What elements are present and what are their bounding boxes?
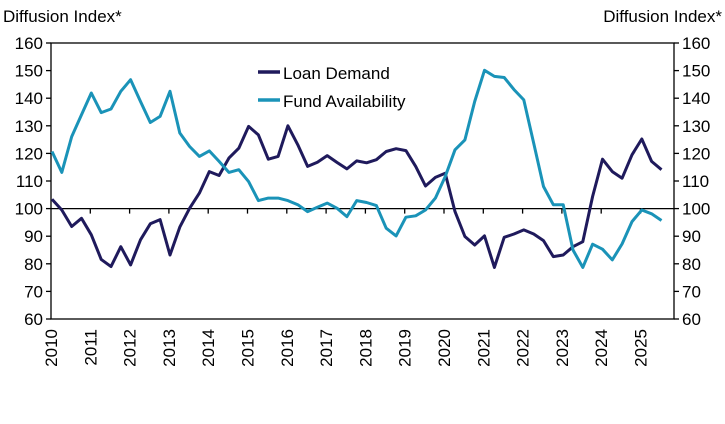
series-line-fund-availability (50, 68, 663, 269)
right-y-tick-label: 60 (682, 310, 701, 329)
legend-label-loan-demand: Loan Demand (283, 64, 390, 83)
right-y-tick-label: 130 (682, 117, 710, 136)
x-tick-label: 2010 (42, 329, 61, 367)
right-y-tick-label: 150 (682, 62, 710, 81)
right-y-tick-label: 90 (682, 227, 701, 246)
right-y-tick-label: 80 (682, 255, 701, 274)
right-y-tick-label: 70 (682, 282, 701, 301)
x-tick-label: 2013 (160, 329, 179, 367)
left-y-tick-label: 150 (15, 62, 43, 81)
x-tick-label: 2018 (356, 329, 375, 367)
x-tick-label: 2017 (317, 329, 336, 367)
x-tick-label: 2011 (81, 329, 100, 366)
right-y-tick-label: 100 (682, 200, 710, 219)
left-y-tick-label: 120 (15, 144, 43, 163)
series-line-loan-demand (50, 124, 663, 269)
x-tick-label: 2014 (199, 329, 218, 367)
x-tick-label: 2016 (278, 329, 297, 367)
x-tick-label: 2021 (474, 329, 493, 367)
x-tick-label: 2019 (396, 329, 415, 367)
left-axis-title: Diffusion Index* (3, 7, 122, 26)
legend: Loan Demand Fund Availability (258, 64, 406, 111)
x-tick-label: 2022 (514, 329, 533, 367)
right-y-tick-label: 110 (682, 172, 709, 191)
left-y-tick-label: 110 (16, 172, 43, 191)
x-tick-label: 2012 (121, 329, 140, 367)
right-y-tick-label: 120 (682, 144, 710, 163)
left-y-tick-label: 70 (24, 282, 43, 301)
x-tick-label: 2020 (435, 329, 454, 367)
left-y-tick-label: 140 (15, 89, 43, 108)
left-y-tick-label: 90 (24, 227, 43, 246)
right-y-tick-label: 140 (682, 89, 710, 108)
x-tick-label: 2024 (592, 329, 611, 367)
right-y-tick-label: 160 (682, 34, 710, 53)
x-tick-label: 2023 (553, 329, 572, 367)
left-y-tick-label: 160 (15, 34, 43, 53)
plot-frame (50, 42, 675, 320)
x-tick-label: 2015 (239, 329, 258, 367)
x-tick-label: 2025 (632, 329, 651, 367)
right-axis-title: Diffusion Index* (603, 7, 722, 26)
left-y-tick-label: 80 (24, 255, 43, 274)
legend-label-fund-availability: Fund Availability (283, 92, 406, 111)
left-y-tick-label: 130 (15, 117, 43, 136)
left-y-tick-label: 60 (24, 310, 43, 329)
left-y-tick-label: 100 (15, 200, 43, 219)
